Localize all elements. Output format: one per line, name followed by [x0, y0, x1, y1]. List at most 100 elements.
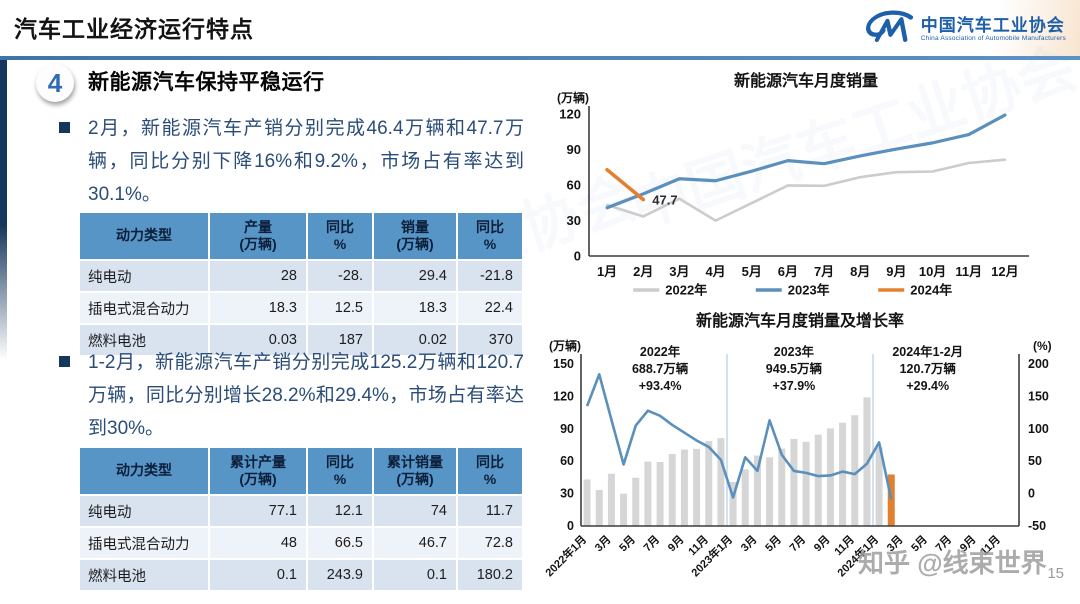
- svg-text:+93.4%: +93.4%: [639, 379, 682, 393]
- value-cell: 370: [456, 323, 524, 357]
- svg-text:5月: 5月: [763, 533, 784, 554]
- svg-text:12月: 12月: [991, 264, 1018, 279]
- left-accent-bar: [0, 60, 7, 360]
- table-header-cell: 动力类型: [78, 446, 210, 496]
- svg-text:(%): (%): [1033, 339, 1052, 353]
- monthly-sales-growth-combo-chart: 新能源汽车月度销量及增长率 (万辆) (%) 0 30 60 90 120 150 -50 0 50 1…: [542, 311, 1052, 579]
- value-cell: 11.7: [456, 494, 524, 528]
- value-cell: 12.5: [306, 291, 374, 325]
- svg-text:60: 60: [560, 454, 574, 468]
- value-cell: 0.03: [208, 323, 308, 357]
- value-cell: 28: [208, 259, 308, 293]
- bullet-ytd-summary: 1-2月，新能源汽车产销分别完成125.2万辆和120.7万辆，同比分别增长28…: [59, 346, 524, 445]
- svg-text:10月: 10月: [919, 264, 946, 279]
- svg-text:1月: 1月: [597, 264, 617, 279]
- corner-accent: [890, 0, 1080, 56]
- svg-text:3月: 3月: [669, 264, 689, 279]
- svg-text:11月: 11月: [955, 264, 982, 279]
- page-title: 汽车工业经济运行特点: [14, 16, 254, 42]
- svg-text:(万辆): (万辆): [557, 90, 589, 105]
- value-cell: 29.4: [372, 259, 458, 293]
- svg-text:5月: 5月: [617, 533, 638, 554]
- svg-text:5月: 5月: [742, 264, 762, 279]
- row-label-cell: 燃料电池: [78, 323, 210, 357]
- svg-text:90: 90: [567, 142, 581, 157]
- value-cell: -21.8: [456, 259, 524, 293]
- table-header-cell: 产量 (万辆): [208, 211, 308, 261]
- svg-text:6月: 6月: [778, 264, 798, 279]
- table-row: 纯电动 28 -28. 29.4 -21.8: [78, 259, 524, 293]
- svg-text:(万辆): (万辆): [549, 338, 581, 353]
- table-header-cell: 同比 %: [456, 211, 524, 261]
- table-header-cell: 同比 %: [306, 446, 374, 496]
- table-row: 插电式混合动力 18.3 12.5 18.3 22.4: [78, 291, 524, 325]
- value-cell: 48: [208, 526, 308, 560]
- charts-column: 新能源汽车月度销量 (万辆) 0 30 60 90 120 1月 2月 3月 4月 5月 6月 7月 8月 9…: [540, 62, 1080, 604]
- svg-text:120: 120: [559, 107, 581, 122]
- value-cell: 243.9: [306, 558, 374, 592]
- svg-text:7月: 7月: [641, 533, 662, 554]
- svg-text:2022年1月: 2022年1月: [542, 532, 589, 579]
- svg-text:9月: 9月: [886, 264, 906, 279]
- svg-text:688.7万辆: 688.7万辆: [632, 361, 689, 376]
- table-row: 插电式混合动力 48 66.5 46.7 72.8: [78, 526, 524, 560]
- row-label-cell: 燃料电池: [78, 558, 210, 592]
- svg-text:7月: 7月: [814, 264, 834, 279]
- svg-text:4月: 4月: [705, 264, 725, 279]
- zhihu-watermark: 知乎 @线束世界: [858, 548, 1047, 578]
- svg-text:150: 150: [1028, 389, 1049, 403]
- svg-text:30: 30: [560, 487, 574, 501]
- value-cell: 180.2: [456, 558, 524, 592]
- svg-text:2024年1-2月: 2024年1-2月: [892, 344, 963, 359]
- value-cell: -28.: [306, 259, 374, 293]
- caam-logo: 中国汽车工业协会 China Association of Automobile…: [861, 9, 1066, 50]
- svg-text:949.5万辆: 949.5万辆: [766, 361, 823, 376]
- svg-text:0: 0: [574, 249, 581, 264]
- row-label-cell: 插电式混合动力: [78, 291, 210, 325]
- svg-text:+37.9%: +37.9%: [773, 379, 816, 393]
- svg-text:+29.4%: +29.4%: [906, 379, 949, 393]
- table-header-cell: 同比 %: [306, 211, 374, 261]
- value-cell: 187: [306, 323, 374, 357]
- svg-text:7月: 7月: [787, 533, 808, 554]
- svg-text:2022年: 2022年: [665, 283, 707, 298]
- section-number-badge: 4: [36, 64, 74, 102]
- table-row: 燃料电池 0.03 187 0.02 370: [78, 323, 524, 357]
- value-cell: 0.02: [372, 323, 458, 357]
- table-header-cell: 销量 (万辆): [372, 211, 458, 261]
- value-cell: 77.1: [208, 494, 308, 528]
- cumulative-production-sales-table: 动力类型 累计产量 (万辆) 同比 % 累计销量 (万辆) 同比 % 纯电动 77.1 12.…: [78, 446, 524, 592]
- value-cell: 72.8: [456, 526, 524, 560]
- table-header-cell: 同比 %: [456, 446, 524, 496]
- svg-text:200: 200: [1028, 357, 1049, 371]
- svg-text:9月: 9月: [665, 533, 686, 554]
- svg-text:2022年: 2022年: [640, 344, 681, 359]
- svg-text:100: 100: [1028, 422, 1049, 436]
- logo-text-cn: 中国汽车工业协会: [920, 15, 1065, 35]
- bullet-text: 1-2月，新能源汽车产销分别完成125.2万辆和120.7万辆，同比分别增长28…: [88, 352, 524, 439]
- section-title: 新能源汽车保持平稳运行: [88, 71, 325, 94]
- svg-text:2024年: 2024年: [910, 283, 952, 298]
- value-cell: 0.1: [208, 558, 308, 592]
- svg-text:0: 0: [567, 519, 574, 533]
- svg-text:47.7: 47.7: [652, 193, 677, 208]
- svg-text:-50: -50: [1028, 519, 1046, 533]
- svg-text:8月: 8月: [850, 264, 870, 279]
- bullet-square-icon: [59, 122, 70, 133]
- table-row: 燃料电池 0.1 243.9 0.1 180.2: [78, 558, 524, 592]
- feb-production-sales-table: 动力类型 产量 (万辆) 同比 % 销量 (万辆) 同比 % 纯电动 28 -28. 29.4-…: [78, 211, 524, 357]
- svg-text:3月: 3月: [592, 533, 613, 554]
- monthly-sales-line-chart: 新能源汽车月度销量 (万辆) 0 30 60 90 120 1月 2月 3月 4月 5月 6月 7月 8月 9…: [557, 71, 1029, 298]
- value-cell: 18.3: [208, 291, 308, 325]
- svg-text:新能源汽车月度销量: 新能源汽车月度销量: [734, 71, 878, 90]
- value-cell: 74: [372, 494, 458, 528]
- value-cell: 12.1: [306, 494, 374, 528]
- value-cell: 0.1: [372, 558, 458, 592]
- table-header-cell: 动力类型: [78, 211, 210, 261]
- page-number: 15: [1047, 565, 1064, 582]
- svg-text:150: 150: [553, 357, 574, 371]
- svg-text:0: 0: [1028, 487, 1035, 501]
- svg-text:120: 120: [553, 389, 574, 403]
- row-label-cell: 插电式混合动力: [78, 526, 210, 560]
